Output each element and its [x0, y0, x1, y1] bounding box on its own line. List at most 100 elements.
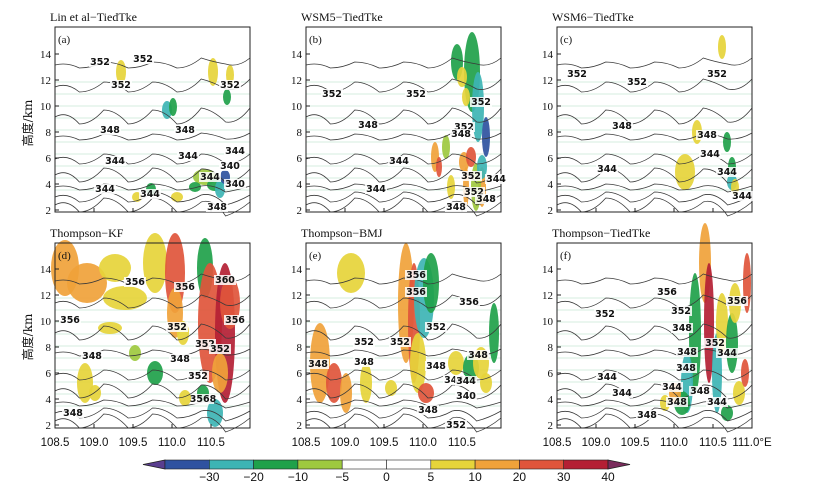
y-tick-label: 14: [40, 49, 52, 61]
contour-label-bg: [453, 122, 475, 132]
shading-blob: [423, 253, 439, 313]
contour-label: 344: [200, 172, 220, 183]
contour-label: 3568: [190, 394, 217, 405]
y-tick-label: 2: [46, 205, 52, 217]
contour-label: 352: [454, 122, 474, 133]
contour-line: [305, 273, 502, 285]
contour-label: 348: [468, 350, 488, 361]
colorbar-segment: [297, 459, 343, 470]
y-tick-label: 14: [291, 264, 303, 276]
contour-label: 344: [662, 382, 682, 393]
contour-label-bg: [666, 397, 688, 407]
shading-blob: [704, 263, 714, 383]
x-tick-label: 108.5: [543, 437, 572, 449]
y-tick-label: 10: [291, 316, 303, 328]
contour-label: 352: [671, 306, 691, 317]
contour-line: [54, 107, 251, 125]
shading-blob: [171, 192, 183, 202]
y-tick-label: 8: [46, 127, 52, 139]
colorbar-left-arrow: [142, 459, 166, 470]
contour-line: [54, 399, 251, 409]
contour-label: 348: [82, 351, 102, 362]
contour-label: 352: [210, 344, 230, 355]
contour-label: 356: [406, 287, 426, 298]
contour-line: [556, 183, 753, 193]
shading-blob: [480, 373, 492, 393]
contour-label-bg: [124, 277, 146, 287]
contour-label: 340: [225, 179, 245, 190]
x-tick-label: 110.0: [409, 437, 437, 449]
shading-blob: [340, 373, 352, 413]
contour-label: 352: [322, 89, 342, 100]
contour-line: [54, 369, 251, 381]
colorbar-tick-label: 10: [468, 470, 482, 484]
contour-label-bg: [224, 179, 246, 189]
contour-line: [556, 323, 753, 341]
panel: Thompson−BMJ (e) 2 4 6 8 10 12 14 356 356 356 352 352…: [291, 226, 502, 433]
colorbar-segment: [253, 459, 299, 470]
y-tick-label: 2: [297, 205, 303, 217]
contour-label: 352: [390, 337, 410, 348]
contour-line: [556, 407, 753, 422]
shading-blob: [89, 385, 101, 401]
colorbar-segment: [164, 459, 210, 470]
contour-label-bg: [132, 54, 154, 64]
y-tick-label: 2: [548, 205, 554, 217]
colorbar-right-arrow: [607, 459, 631, 470]
panel-frame: [305, 242, 502, 429]
contour-label: 352: [471, 97, 491, 108]
contour-line: [54, 153, 251, 165]
colorbar-segment: [474, 459, 520, 470]
contour-line: [556, 132, 753, 141]
shading-blob: [103, 286, 147, 310]
colorbar-tick-label: 20: [513, 470, 527, 484]
contour-label: 344: [444, 375, 464, 386]
x-tick-label: 108.5: [41, 437, 70, 449]
y-tick-label: 12: [291, 290, 302, 302]
contour-line: [54, 407, 251, 422]
shading-blob: [129, 345, 141, 361]
contour-label: 344: [732, 191, 752, 202]
x-tick-label: 109.0: [582, 437, 611, 449]
contour-label-bg: [470, 97, 492, 107]
contour-line: [556, 197, 753, 217]
contour-label: 348: [354, 357, 374, 368]
contour-label: 348: [612, 121, 632, 132]
contour-label-bg: [675, 363, 697, 373]
shading-blob: [447, 175, 455, 199]
contour-label-bg: [192, 394, 214, 404]
colorbar-segment: [341, 459, 387, 470]
contour-label-bg: [460, 171, 482, 181]
contour-label: 356: [406, 270, 426, 281]
panel-frame: [305, 26, 502, 213]
panel-title: Thompson−TiedTke: [552, 226, 650, 240]
contour-label: 352: [461, 171, 481, 182]
y-tick-label: 6: [46, 153, 52, 165]
contour-label-bg: [661, 382, 683, 392]
contour-label: 344: [178, 151, 198, 162]
colorbar-segment: [209, 459, 254, 470]
contour-label-bg: [566, 69, 588, 79]
contour-label-bg: [696, 130, 718, 140]
contour-label-bg: [187, 371, 209, 381]
shading-blob: [489, 303, 499, 363]
contour-line: [305, 197, 502, 217]
panel-label: (b): [309, 34, 322, 46]
shading-blob: [723, 132, 731, 152]
contour-label: 348: [100, 125, 120, 136]
shading-blob: [51, 240, 79, 296]
contour-label: 344: [707, 397, 727, 408]
contour-label-bg: [94, 184, 116, 194]
x-tick-label: 109.0: [331, 437, 360, 449]
contour-label-bg: [671, 323, 693, 333]
shading-blob: [212, 353, 228, 393]
contour-label: 352: [90, 57, 110, 68]
y-tick-label: 6: [297, 368, 303, 380]
contour-line: [305, 57, 502, 69]
contour-label: 356: [60, 315, 80, 326]
contour-label-bg: [706, 397, 728, 407]
y-axis-label-bottom: 高度/km: [20, 313, 35, 360]
contour-label-bg: [455, 391, 477, 401]
colorbar-tick-label: 40: [601, 470, 615, 484]
